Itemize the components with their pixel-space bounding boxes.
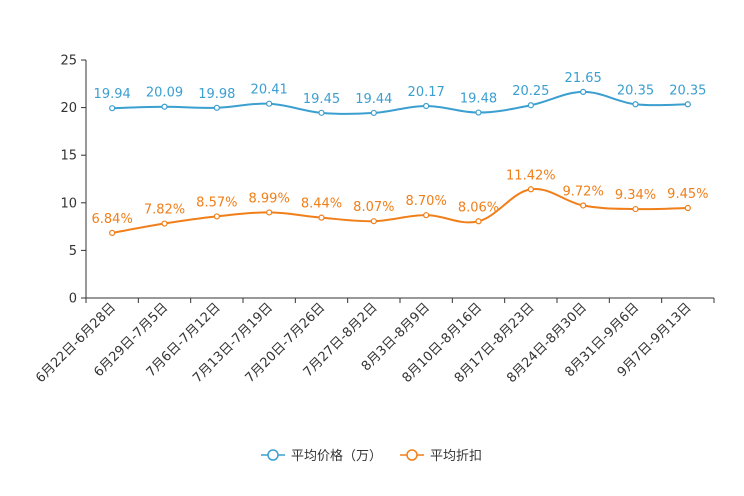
data-point: [266, 209, 273, 216]
data-point: [423, 212, 430, 219]
series-1: 19.94 20.09 19.98 20.41 19.45 19.44 20.17 19.48…: [94, 71, 706, 117]
data-point: [684, 204, 691, 212]
data-point: [632, 101, 639, 108]
series-line: [111, 188, 688, 234]
data-point: [213, 213, 220, 220]
y-tick-label: 5: [69, 244, 77, 259]
data-label: 20.17: [408, 85, 445, 100]
data-point: [266, 100, 273, 107]
data-label: 11.42%: [506, 168, 556, 183]
y-axis: 0 5 10 15 20 25: [60, 54, 87, 307]
data-point: [318, 214, 325, 221]
data-point: [527, 102, 534, 109]
y-tick-label: 0: [69, 292, 77, 307]
data-label: 20.09: [146, 86, 183, 101]
legend-marker-icon: [406, 449, 418, 461]
series-line: [112, 90, 688, 115]
data-point: [109, 229, 116, 236]
data-point: [580, 88, 587, 95]
data-point: [370, 109, 377, 117]
data-point: [213, 104, 220, 111]
data-point: [527, 186, 534, 193]
y-tick-label: 25: [60, 54, 77, 69]
data-label: 19.48: [460, 92, 497, 107]
legend-marker-icon: [267, 449, 279, 461]
data-label: 9.34%: [615, 188, 656, 203]
data-point: [684, 101, 691, 108]
series-2: 6.84% 7.82% 8.57% 8.99% 8.44% 8.07% 8.70% 8.06%…: [92, 168, 708, 236]
legend-item-2: 平均折扣: [400, 449, 482, 464]
data-label: 21.65: [565, 71, 602, 86]
data-label: 7.82%: [144, 203, 185, 218]
legend-label: 平均价格（万）: [291, 448, 382, 464]
legend: 平均价格（万） 平均折扣: [261, 448, 482, 464]
data-point: [423, 102, 430, 110]
data-point: [161, 220, 168, 227]
data-label: 20.25: [512, 84, 549, 99]
data-point: [161, 103, 168, 110]
x-axis: 6月22日-6月28日6月29日-7月5日7月6日-7月12日7月13日-7月1…: [33, 297, 715, 386]
data-label: 19.94: [94, 87, 131, 102]
y-tick-label: 15: [60, 149, 77, 164]
data-label: 19.98: [198, 87, 235, 102]
data-label: 19.45: [303, 92, 340, 107]
data-point: [475, 218, 482, 225]
data-point: [632, 205, 639, 213]
data-label: 20.35: [669, 83, 706, 98]
data-point: [475, 109, 482, 116]
series-layer: 19.94 20.09 19.98 20.41 19.45 19.44 20.17 19.48…: [92, 71, 708, 236]
data-point: [318, 109, 325, 116]
y-tick-label: 10: [60, 196, 77, 211]
data-label: 9.72%: [563, 184, 604, 199]
data-point: [370, 218, 377, 225]
data-label: 6.84%: [92, 212, 133, 227]
data-label: 8.06%: [458, 200, 499, 215]
data-point: [580, 202, 587, 209]
data-label: 8.70%: [406, 194, 447, 209]
data-label: 20.41: [251, 83, 288, 98]
data-label: 9.45%: [667, 187, 708, 202]
data-point: [109, 105, 116, 112]
data-label: 8.57%: [196, 195, 237, 210]
y-tick-label: 20: [60, 101, 77, 116]
data-label: 8.99%: [249, 191, 290, 206]
data-label: 8.44%: [301, 197, 342, 212]
data-label: 20.35: [617, 83, 654, 98]
legend-item-1: 平均价格（万）: [261, 448, 382, 464]
legend-label: 平均折扣: [430, 449, 482, 464]
data-label: 8.07%: [353, 200, 394, 215]
data-label: 19.44: [355, 92, 392, 107]
